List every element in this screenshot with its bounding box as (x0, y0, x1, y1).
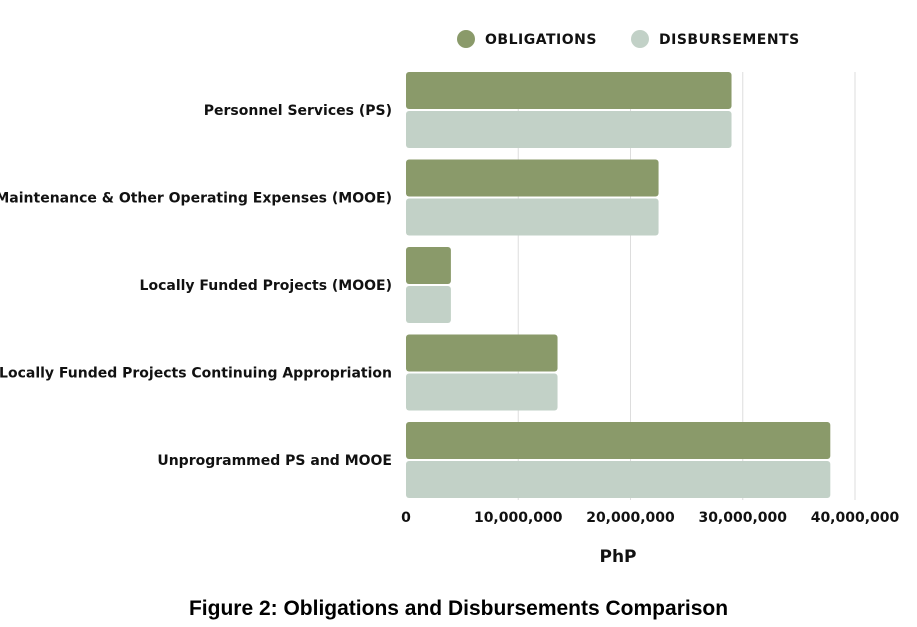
legend-label-obligations: OBLIGATIONS (485, 32, 597, 48)
legend-label-disbursements: DISBURSEMENTS (659, 32, 800, 48)
bar-obligations-2 (406, 159, 659, 197)
category-label: Maintenance & Other Operating Expenses (… (0, 191, 392, 207)
x-tick-label: 10,000,000 (474, 510, 563, 526)
bar-chart: Personnel Services (PS) Maintenance & Oth… (0, 30, 900, 567)
bar-obligations-4 (406, 334, 558, 372)
legend-swatch-disbursements (631, 30, 649, 48)
x-tick-label: 0 (401, 510, 411, 526)
legend-swatch-obligations (457, 30, 475, 48)
category-label: Locally Funded Projects Continuing Appro… (0, 366, 392, 382)
bar-disbursements-5 (406, 461, 831, 498)
bar-disbursements-2 (406, 198, 659, 236)
bar-obligations-1 (406, 72, 732, 109)
category-label: Unprogrammed PS and MOOE (157, 453, 392, 469)
bar-obligations-5 (406, 422, 831, 459)
x-axis-title: PhP (599, 547, 636, 567)
bar-disbursements-3 (406, 286, 451, 323)
category-label: Locally Funded Projects (MOOE) (140, 278, 392, 294)
x-tick-label: 20,000,000 (586, 510, 675, 526)
category-labels: Personnel Services (PS) Maintenance & Oth… (0, 103, 392, 469)
bars (406, 72, 831, 498)
x-tick-labels: 0 10,000,000 20,000,000 30,000,000 40,000,00… (401, 510, 899, 526)
x-tick-label: 40,000,000 (811, 510, 900, 526)
bar-obligations-3 (406, 247, 451, 284)
bar-disbursements-4 (406, 373, 558, 411)
category-label: Personnel Services (PS) (204, 103, 392, 119)
x-tick-label: 30,000,000 (698, 510, 787, 526)
legend: OBLIGATIONS DISBURSEMENTS (457, 30, 800, 48)
figure-caption: Figure 2: Obligations and Disbursements … (188, 597, 729, 620)
bar-disbursements-1 (406, 111, 732, 148)
